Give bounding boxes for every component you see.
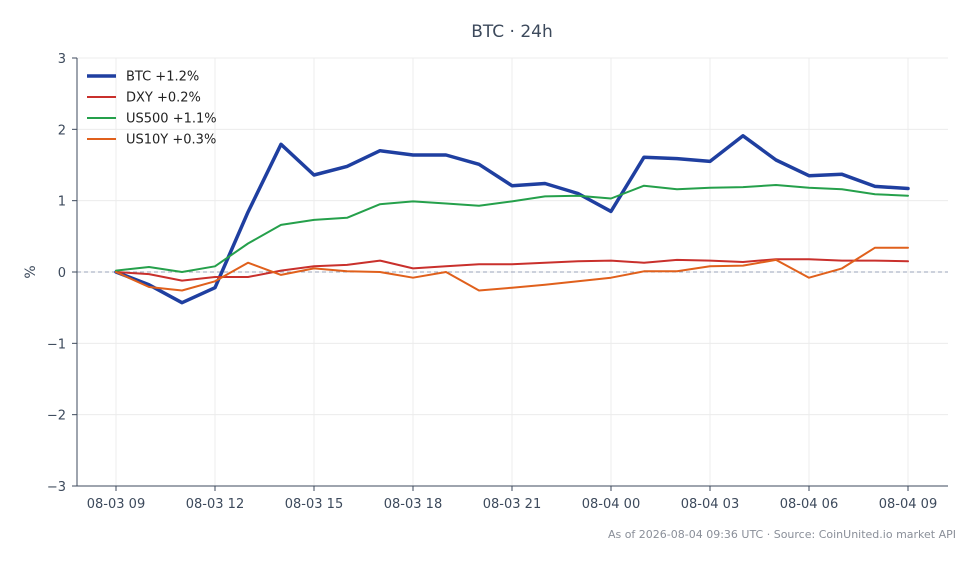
x-tick-label: 08-03 12	[186, 497, 244, 512]
x-tick-label: 08-04 00	[582, 497, 640, 512]
series-line-us10y	[115, 246, 909, 292]
x-tick-label: 08-03 21	[483, 497, 541, 512]
x-tick-label: 08-04 09	[879, 497, 937, 512]
y-tick-label: −3	[47, 480, 66, 495]
y-ticks: 3 2 1 0 −1 −2 −3	[47, 52, 77, 495]
y-tick-label: 0	[58, 266, 66, 281]
y-tick-label: −2	[47, 409, 66, 424]
chart-title: BTC · 24h	[471, 22, 553, 42]
x-tick-label: 08-03 15	[285, 497, 343, 512]
legend-label: BTC +1.2%	[126, 70, 199, 85]
x-tick-label: 08-03 18	[384, 497, 442, 512]
x-tick-label: 08-03 09	[87, 497, 145, 512]
series-layer	[114, 134, 910, 305]
y-tick-label: 3	[58, 52, 66, 67]
x-ticks: 08-03 09 08-03 12 08-03 15 08-03 18 08-03 21…	[87, 486, 937, 512]
legend-label: US500 +1.1%	[126, 112, 217, 127]
y-tick-label: −1	[47, 337, 66, 352]
footer-source: As of 2026-08-04 09:36 UTC · Source: Coi…	[608, 528, 956, 541]
series-line-btc	[114, 134, 910, 305]
legend-label: DXY +0.2%	[126, 91, 201, 106]
legend: BTC +1.2% DXY +0.2% US500 +1.1% US10Y +0.3%	[87, 70, 217, 148]
y-axis-label: %	[23, 265, 39, 278]
series-line-us500	[115, 184, 909, 273]
legend-label: US10Y +0.3%	[126, 133, 216, 148]
y-tick-label: 1	[58, 195, 66, 210]
x-tick-label: 08-04 06	[780, 497, 838, 512]
y-tick-label: 2	[58, 123, 66, 138]
x-tick-label: 08-04 03	[681, 497, 739, 512]
